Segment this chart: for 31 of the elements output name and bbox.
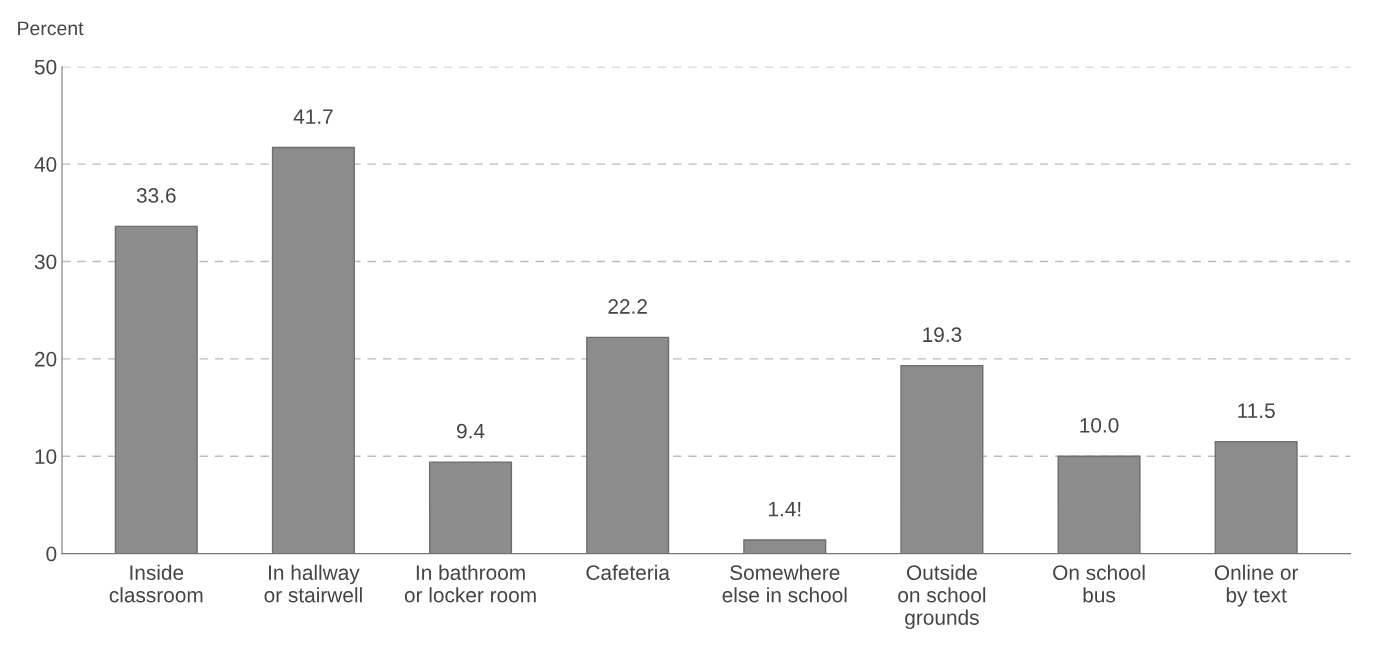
- y-tick-label: 40: [34, 157, 57, 172]
- data-label: 33.6: [136, 188, 176, 203]
- data-label: 9.4: [457, 423, 485, 439]
- y-tick-label: 30: [34, 254, 57, 270]
- x-tick-label: Online or by text: [1214, 564, 1299, 607]
- y-axis-title: Percent: [18, 21, 84, 36]
- data-label: 41.7: [293, 109, 333, 124]
- bar: [428, 461, 513, 554]
- bar: [114, 225, 198, 554]
- data-label: 11.5: [1238, 403, 1275, 419]
- bar: [1057, 455, 1141, 554]
- x-tick-label: In bathroom or locker room: [404, 564, 536, 603]
- x-tick-label: On school bus: [1053, 564, 1145, 603]
- x-tick-label: Outside on school grounds: [898, 564, 986, 630]
- data-label: 10.0: [1080, 417, 1119, 433]
- data-label: 1.4!: [769, 501, 801, 517]
- bar: [900, 364, 984, 554]
- x-tick-label: Somewhere else in school: [722, 564, 847, 603]
- x-tick-label: Inside classroom: [109, 564, 203, 603]
- bar: [743, 539, 827, 554]
- y-tick-label: 0: [46, 546, 57, 562]
- bar: [1214, 440, 1298, 554]
- bar: [586, 336, 670, 554]
- y-tick-label: 50: [34, 59, 57, 75]
- bar: [271, 146, 355, 554]
- data-label: 22.2: [608, 299, 647, 314]
- y-tick-label: 20: [35, 351, 57, 367]
- x-tick-label: In hallway or stairwell: [264, 564, 362, 603]
- x-tick-label: Cafeteria: [586, 564, 670, 581]
- data-label: 19.3: [923, 327, 962, 343]
- y-tick-label: 10: [35, 449, 57, 464]
